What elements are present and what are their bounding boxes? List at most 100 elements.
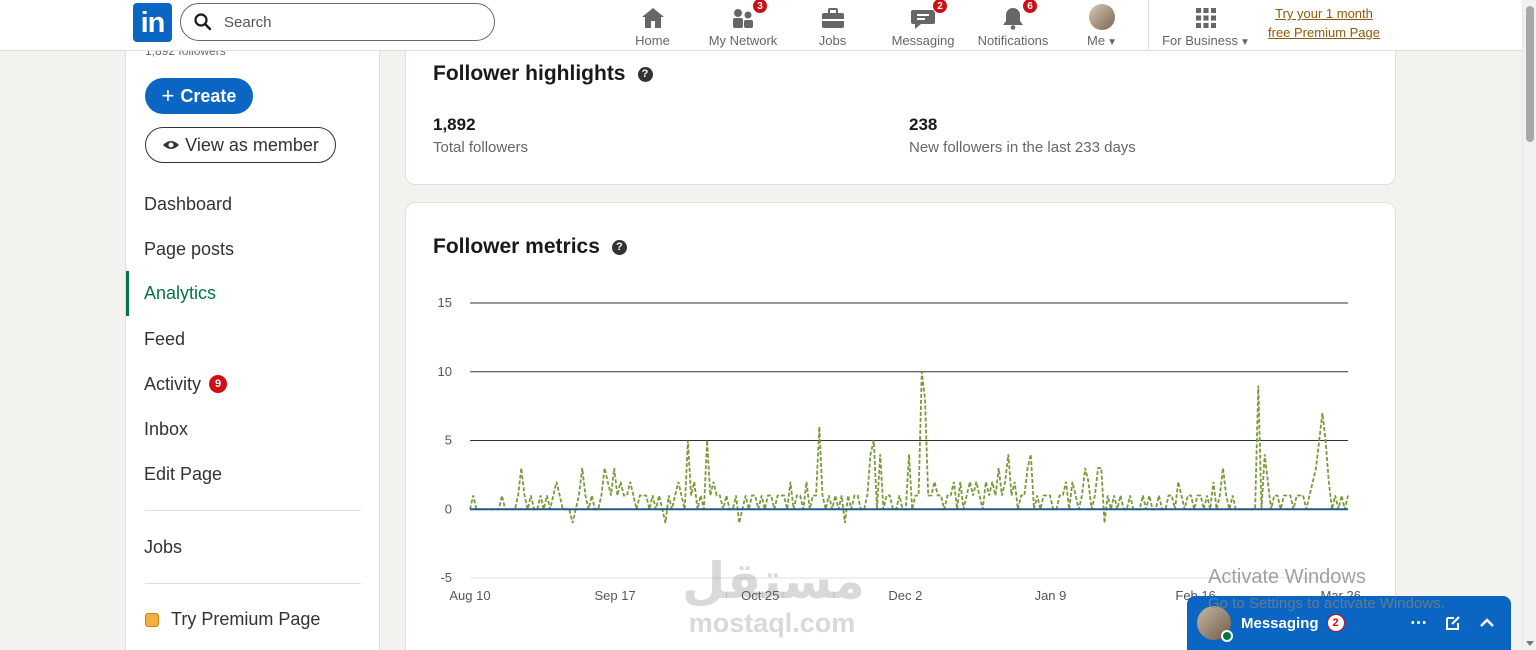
premium-trial-link[interactable]: Try your 1 month free Premium Page <box>1262 4 1386 42</box>
sidebar-item-label: Inbox <box>144 418 189 439</box>
home-icon <box>641 8 664 28</box>
try-premium-page-link[interactable]: Try Premium Page <box>145 609 320 630</box>
total-followers-stat: 1,892 Total followers <box>433 115 528 156</box>
eye-icon <box>163 141 180 149</box>
mostaql-watermark-url: mostaql.com <box>688 608 856 638</box>
total-followers-value: 1,892 <box>433 115 476 134</box>
sidebar-item-dashboard[interactable]: Dashboard <box>126 186 379 222</box>
x-tick-label: Oct 25 <box>741 588 779 603</box>
sidebar-item-label: Edit Page <box>144 463 223 484</box>
mostaql-watermark: مستقل mostaql.com <box>682 552 865 638</box>
admin-sidebar: 1,892 followers + Create View as member … <box>125 0 380 650</box>
nav-home-label: Home <box>635 33 670 48</box>
linkedin-logo[interactable]: in <box>133 3 172 42</box>
nav-me-label: Me <box>1087 33 1106 48</box>
x-tick-label: Dec 2 <box>888 588 922 603</box>
y-tick-label: 0 <box>445 501 452 516</box>
nav-for-business-label: For Business <box>1162 33 1238 48</box>
notifications-badge: 6 <box>1022 0 1038 14</box>
chevron-up-icon[interactable] <box>1479 617 1495 629</box>
follower-metrics-title: Follower metrics <box>433 235 600 258</box>
nav-jobs-label: Jobs <box>818 33 847 48</box>
premium-trial-line2[interactable]: free Premium Page <box>1268 25 1380 40</box>
sidebar-item-label: Jobs <box>144 536 183 557</box>
sidebar-item-label: Analytics <box>144 283 217 303</box>
premium-icon <box>145 612 159 627</box>
create-label: Create <box>180 85 237 106</box>
help-icon[interactable]: ? <box>611 239 627 255</box>
sidebar-item-label: Dashboard <box>144 193 233 214</box>
new-followers-series-line <box>469 371 1349 524</box>
nav-jobs[interactable]: Jobs <box>815 0 850 50</box>
messaging-widget-title: Messaging <box>1241 614 1319 632</box>
x-tick-label: Aug 10 <box>449 588 490 603</box>
sidebar-divider <box>145 510 361 511</box>
x-tick-label: Sep 17 <box>595 588 636 603</box>
sidebar-item-feed[interactable]: Feed <box>126 321 379 357</box>
new-followers-value: 238 <box>909 115 938 134</box>
x-tick-label: Jan 9 <box>1035 588 1067 603</box>
briefcase-icon <box>821 8 844 28</box>
grid-icon <box>1196 8 1216 28</box>
create-button[interactable]: + Create <box>145 78 253 114</box>
follower-highlights-title: Follower highlights <box>433 62 626 85</box>
avatar <box>1089 4 1115 30</box>
messaging-widget-badge: 2 <box>1326 614 1345 632</box>
messaging-badge: 2 <box>932 0 948 14</box>
y-tick-label: -5 <box>440 570 452 585</box>
scroll-down-arrow-icon[interactable] <box>1526 641 1534 646</box>
compose-icon[interactable] <box>1445 615 1461 631</box>
sidebar-item-activity[interactable]: Activity 9 <box>126 366 379 402</box>
sidebar-item-page-posts[interactable]: Page posts <box>126 231 379 267</box>
new-followers-label: New followers in the last 233 days <box>909 139 1136 156</box>
messaging-widget[interactable]: Messaging 2 ⋯ <box>1187 596 1511 650</box>
sidebar-item-inbox[interactable]: Inbox <box>126 411 379 447</box>
help-icon[interactable]: ? <box>637 66 653 82</box>
online-status-icon <box>1221 630 1233 642</box>
nav-me[interactable]: Me ▼ <box>1082 0 1122 50</box>
nav-messaging-label: Messaging <box>891 33 955 48</box>
search-input[interactable] <box>224 13 464 31</box>
avatar <box>1197 606 1233 642</box>
nav-my-network-label: My Network <box>708 33 778 48</box>
mostaql-watermark-arabic: مستقل <box>682 552 865 610</box>
sidebar-divider <box>145 583 361 584</box>
follower-highlights-card: Follower highlights ? 1,892 Total follow… <box>405 40 1396 185</box>
y-tick-label: 15 <box>438 295 452 310</box>
sidebar-item-jobs[interactable]: Jobs <box>126 529 379 565</box>
network-badge: 3 <box>752 0 768 14</box>
total-followers-label: Total followers <box>433 139 529 156</box>
network-icon <box>733 9 753 28</box>
view-as-member-button[interactable]: View as member <box>145 127 336 163</box>
search-icon <box>194 13 212 31</box>
nav-home[interactable]: Home <box>630 0 675 50</box>
nav-my-network[interactable]: 3 My Network <box>704 0 782 50</box>
nav-messaging[interactable]: 2 Messaging <box>889 0 957 50</box>
premium-trial-line1[interactable]: Try your 1 month <box>1275 6 1373 21</box>
chevron-down-icon: ▼ <box>1239 37 1250 48</box>
y-tick-label: 10 <box>438 364 452 379</box>
plus-icon: + <box>161 83 175 108</box>
scrollbar-thumb[interactable] <box>1526 6 1534 142</box>
chevron-down-icon: ▼ <box>1107 37 1117 48</box>
sidebar-item-analytics[interactable]: Analytics <box>126 271 379 316</box>
bell-icon <box>1003 8 1023 30</box>
follower-metrics-card: Follower metrics ? <box>405 202 1396 650</box>
page-scrollbar[interactable] <box>1522 0 1536 650</box>
nav-for-business[interactable]: For Business ▼ <box>1160 0 1252 50</box>
sidebar-item-label: Feed <box>144 328 186 349</box>
y-tick-label: 5 <box>445 433 452 448</box>
nav-divider <box>1148 0 1149 51</box>
nav-notifications[interactable]: 6 Notifications <box>973 0 1053 50</box>
search-bar[interactable] <box>180 3 495 41</box>
chat-icon <box>911 10 935 29</box>
more-options-icon[interactable]: ⋯ <box>1410 613 1427 632</box>
sidebar-item-edit-page[interactable]: Edit Page <box>126 456 379 492</box>
sidebar-item-label: Activity <box>144 373 202 394</box>
new-followers-stat: 238 New followers in the last 233 days <box>909 115 1136 156</box>
top-nav: in Home 3 My Network <box>0 0 1522 51</box>
nav-notifications-label: Notifications <box>977 33 1049 48</box>
try-premium-label: Try Premium Page <box>171 609 321 629</box>
sidebar-item-label: Page posts <box>144 238 235 259</box>
